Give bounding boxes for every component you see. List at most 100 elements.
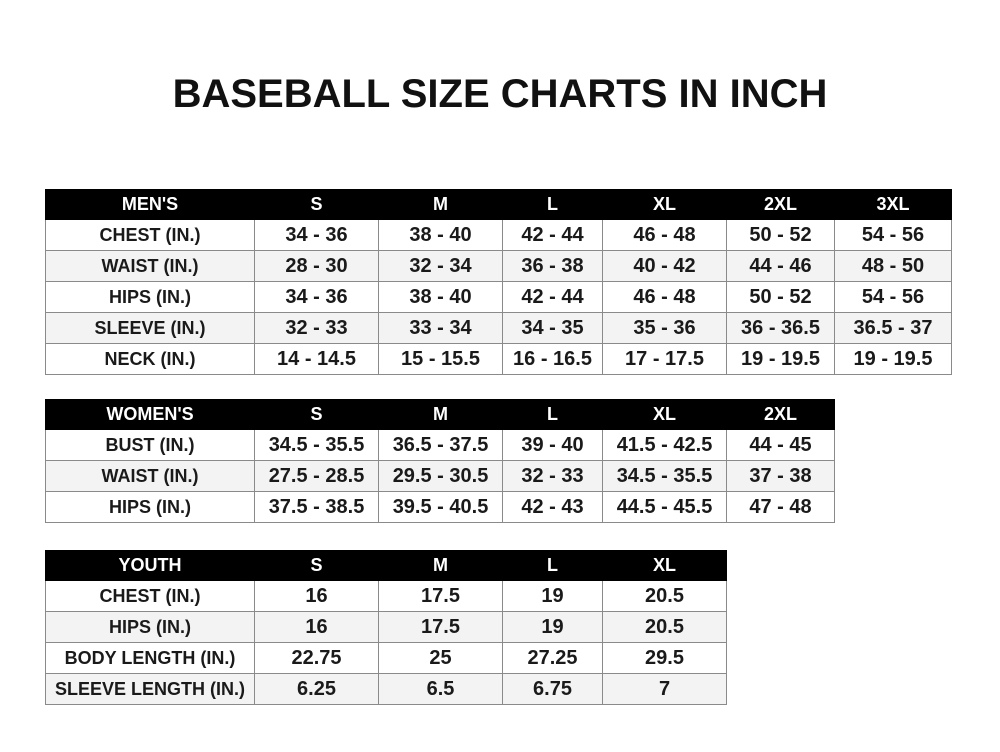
measurement-cell: 38 - 40	[378, 219, 503, 251]
measurement-cell: 19	[502, 611, 603, 643]
measurement-cell: 34 - 35	[502, 312, 603, 344]
measurement-cell: 33 - 34	[378, 312, 503, 344]
measurement-cell: 37.5 - 38.5	[254, 491, 379, 523]
measurement-cell: 34.5 - 35.5	[254, 429, 379, 461]
measurement-cell: 17.5	[378, 580, 503, 612]
size-header: 2XL	[726, 399, 835, 430]
measurement-cell: 38 - 40	[378, 281, 503, 313]
measurement-cell: 39.5 - 40.5	[378, 491, 503, 523]
measurement-cell: 19	[502, 580, 603, 612]
mens-size-table: MEN'S S M L XL 2XL 3XL CHEST (IN.) 34 - 36 38 - 4…	[45, 189, 952, 375]
measurement-cell: 27.25	[502, 642, 603, 674]
measurement-cell: 15 - 15.5	[378, 343, 503, 375]
size-header: XL	[602, 399, 727, 430]
measurement-cell: 41.5 - 42.5	[602, 429, 727, 461]
measurement-cell: 34 - 36	[254, 281, 379, 313]
measurement-cell: 34 - 36	[254, 219, 379, 251]
table-row: WAIST (IN.) 27.5 - 28.5 29.5 - 30.5 32 - 33…	[45, 460, 835, 492]
measurement-cell: 20.5	[602, 611, 727, 643]
table-row: CHEST (IN.) 16 17.5 19 20.5	[45, 580, 727, 612]
measurement-cell: 6.25	[254, 673, 379, 705]
table-row: HIPS (IN.) 16 17.5 19 20.5	[45, 611, 727, 643]
measurement-cell: 29.5	[602, 642, 727, 674]
youth-size-table: YOUTH S M L XL CHEST (IN.) 16 17.5 19 20.5 HIPS (I…	[45, 550, 727, 705]
measurement-label: HIPS (IN.)	[45, 491, 255, 523]
measurement-label: SLEEVE LENGTH (IN.)	[45, 673, 255, 705]
table-row: BUST (IN.) 34.5 - 35.5 36.5 - 37.5 39 - 40 4…	[45, 429, 835, 461]
measurement-cell: 22.75	[254, 642, 379, 674]
measurement-cell: 16	[254, 611, 379, 643]
category-header: WOMEN'S	[45, 399, 255, 430]
measurement-cell: 47 - 48	[726, 491, 835, 523]
measurement-label: NECK (IN.)	[45, 343, 255, 375]
measurement-cell: 16 - 16.5	[502, 343, 603, 375]
measurement-cell: 42 - 44	[502, 219, 603, 251]
measurement-cell: 6.5	[378, 673, 503, 705]
measurement-label: BODY LENGTH (IN.)	[45, 642, 255, 674]
size-header: L	[502, 550, 603, 581]
measurement-cell: 42 - 44	[502, 281, 603, 313]
size-header: M	[378, 550, 503, 581]
measurement-cell: 39 - 40	[502, 429, 603, 461]
measurement-cell: 16	[254, 580, 379, 612]
measurement-cell: 20.5	[602, 580, 727, 612]
measurement-cell: 32 - 33	[502, 460, 603, 492]
measurement-cell: 44 - 45	[726, 429, 835, 461]
measurement-cell: 32 - 34	[378, 250, 503, 282]
table-row: HIPS (IN.) 37.5 - 38.5 39.5 - 40.5 42 - 43 4…	[45, 491, 835, 523]
measurement-cell: 46 - 48	[602, 281, 727, 313]
measurement-cell: 19 - 19.5	[834, 343, 952, 375]
table-row: CHEST (IN.) 34 - 36 38 - 40 42 - 44 46 - 48 5…	[45, 219, 952, 251]
measurement-cell: 50 - 52	[726, 281, 835, 313]
measurement-label: SLEEVE (IN.)	[45, 312, 255, 344]
category-header: MEN'S	[45, 189, 255, 220]
measurement-label: WAIST (IN.)	[45, 460, 255, 492]
category-header: YOUTH	[45, 550, 255, 581]
measurement-cell: 36.5 - 37	[834, 312, 952, 344]
size-header: L	[502, 399, 603, 430]
measurement-cell: 17.5	[378, 611, 503, 643]
measurement-cell: 17 - 17.5	[602, 343, 727, 375]
measurement-cell: 48 - 50	[834, 250, 952, 282]
measurement-cell: 25	[378, 642, 503, 674]
measurement-cell: 44.5 - 45.5	[602, 491, 727, 523]
measurement-cell: 42 - 43	[502, 491, 603, 523]
measurement-label: BUST (IN.)	[45, 429, 255, 461]
size-header: 3XL	[834, 189, 952, 220]
measurement-cell: 50 - 52	[726, 219, 835, 251]
measurement-cell: 6.75	[502, 673, 603, 705]
measurement-cell: 36 - 36.5	[726, 312, 835, 344]
measurement-cell: 34.5 - 35.5	[602, 460, 727, 492]
header-row: WOMEN'S S M L XL 2XL	[45, 399, 835, 430]
table-row: SLEEVE (IN.) 32 - 33 33 - 34 34 - 35 35 - 36…	[45, 312, 952, 344]
measurement-label: HIPS (IN.)	[45, 281, 255, 313]
table-row: HIPS (IN.) 34 - 36 38 - 40 42 - 44 46 - 48 50…	[45, 281, 952, 313]
size-header: M	[378, 399, 503, 430]
measurement-label: WAIST (IN.)	[45, 250, 255, 282]
measurement-cell: 40 - 42	[602, 250, 727, 282]
measurement-cell: 54 - 56	[834, 281, 952, 313]
size-header: L	[502, 189, 603, 220]
measurement-cell: 19 - 19.5	[726, 343, 835, 375]
measurement-cell: 27.5 - 28.5	[254, 460, 379, 492]
size-header: S	[254, 550, 379, 581]
measurement-cell: 7	[602, 673, 727, 705]
measurement-label: CHEST (IN.)	[45, 580, 255, 612]
size-header: M	[378, 189, 503, 220]
measurement-cell: 37 - 38	[726, 460, 835, 492]
table-row: SLEEVE LENGTH (IN.) 6.25 6.5 6.75 7	[45, 673, 727, 705]
measurement-cell: 54 - 56	[834, 219, 952, 251]
size-header: S	[254, 189, 379, 220]
measurement-cell: 36.5 - 37.5	[378, 429, 503, 461]
table-row: WAIST (IN.) 28 - 30 32 - 34 36 - 38 40 - 42 4…	[45, 250, 952, 282]
measurement-cell: 29.5 - 30.5	[378, 460, 503, 492]
page-title: BASEBALL SIZE CHARTS IN INCH	[172, 72, 828, 116]
measurement-label: HIPS (IN.)	[45, 611, 255, 643]
size-header: XL	[602, 189, 727, 220]
size-header: XL	[602, 550, 727, 581]
header-row: YOUTH S M L XL	[45, 550, 727, 581]
womens-size-table: WOMEN'S S M L XL 2XL BUST (IN.) 34.5 - 35.5 36.5…	[45, 399, 835, 523]
table-row: NECK (IN.) 14 - 14.5 15 - 15.5 16 - 16.5 17 …	[45, 343, 952, 375]
measurement-cell: 32 - 33	[254, 312, 379, 344]
measurement-cell: 46 - 48	[602, 219, 727, 251]
